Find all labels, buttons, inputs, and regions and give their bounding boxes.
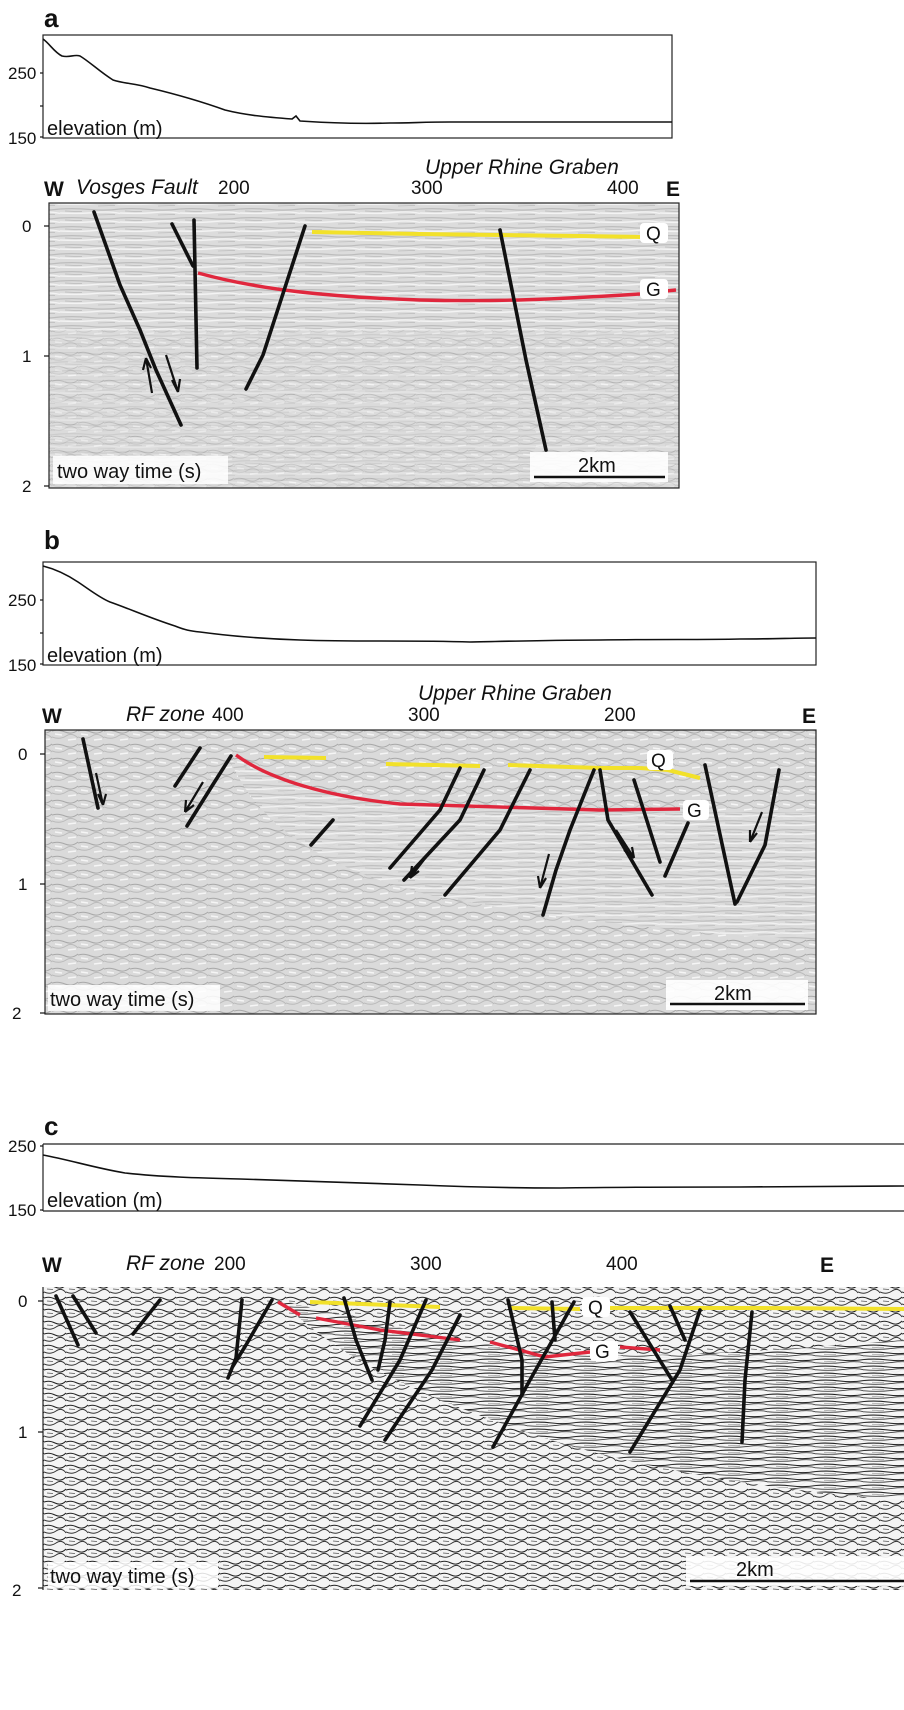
cdp-tick-label: 400 bbox=[606, 1254, 638, 1275]
elevation-frame bbox=[42, 561, 817, 666]
elevation-axis-label: elevation (m) bbox=[47, 1190, 163, 1212]
panel-a-seismic-section: Upper Rhine Graben W Vosges Fault 200 30… bbox=[22, 156, 680, 496]
cdp-tick-label: 300 bbox=[411, 178, 443, 199]
twt-tick-0: 0 bbox=[18, 745, 27, 764]
horizon-G-line bbox=[234, 753, 681, 812]
horizon-G-label: G bbox=[687, 801, 702, 822]
cdp-tick-label: 200 bbox=[214, 1254, 246, 1275]
fault-arrows bbox=[141, 354, 182, 394]
elevation-tick-150: 150 bbox=[8, 1201, 36, 1220]
scale-bar-label: 2km bbox=[736, 1559, 774, 1581]
horizon-G-line bbox=[277, 1300, 661, 1359]
horizon-Q-label: Q bbox=[588, 1298, 603, 1319]
panel-a-elevation-profile: 250 150 elevation (m) bbox=[8, 34, 673, 148]
west-label: W bbox=[44, 178, 64, 201]
elevation-tick-250: 250 bbox=[8, 591, 36, 610]
panel-b-seismic-section: Upper Rhine Graben W RF zone 400 300 200… bbox=[12, 682, 817, 1023]
fault-lines bbox=[92, 210, 548, 452]
horizon-Q-line bbox=[263, 755, 701, 780]
seismic-frame bbox=[48, 202, 680, 489]
fault-zone-label: RF zone bbox=[126, 703, 205, 726]
east-label: E bbox=[820, 1254, 834, 1277]
twt-axis-label: two way time (s) bbox=[50, 1566, 194, 1588]
elevation-tick-250: 250 bbox=[8, 1137, 36, 1156]
horizon-G-label: G bbox=[646, 280, 661, 301]
west-label: W bbox=[42, 705, 62, 728]
region-label: Upper Rhine Graben bbox=[418, 682, 612, 705]
panel-b-letter: b bbox=[44, 525, 60, 555]
elevation-frame bbox=[42, 34, 673, 139]
seismic-frame bbox=[44, 729, 817, 1015]
panel-b: b 250 150 elevation (m) Upper Rhine Grab… bbox=[8, 525, 817, 1023]
twt-tick-2: 2 bbox=[22, 477, 31, 496]
seismic-image-basin bbox=[280, 1300, 904, 1500]
elevation-tick-150: 150 bbox=[8, 129, 36, 148]
scale-bar-label: 2km bbox=[714, 983, 752, 1005]
twt-tick-0: 0 bbox=[18, 1292, 27, 1311]
twt-tick-2: 2 bbox=[12, 1004, 21, 1023]
twt-tick-1: 1 bbox=[18, 875, 27, 894]
twt-axis-label: two way time (s) bbox=[57, 461, 201, 483]
elevation-curve bbox=[42, 38, 672, 125]
horizon-Q-label: Q bbox=[646, 224, 661, 245]
cdp-tick-label: 300 bbox=[410, 1254, 442, 1275]
twt-tick-1: 1 bbox=[22, 347, 31, 366]
cdp-tick-label: 400 bbox=[607, 178, 639, 199]
twt-tick-0: 0 bbox=[22, 217, 31, 236]
elevation-axis-label: elevation (m) bbox=[47, 645, 163, 667]
twt-tick-2: 2 bbox=[12, 1581, 21, 1600]
panel-c-letter: c bbox=[44, 1111, 58, 1141]
east-label: E bbox=[802, 705, 816, 728]
east-label: E bbox=[666, 178, 680, 201]
fault-arrows bbox=[94, 772, 764, 889]
panel-c: c 250 150 elevation (m) W RF zone 200 30… bbox=[8, 1111, 904, 1600]
scale-bar-label: 2km bbox=[578, 455, 616, 477]
region-label: Upper Rhine Graben bbox=[425, 156, 619, 179]
fault-zone-label: Vosges Fault bbox=[76, 176, 199, 199]
panel-c-elevation-profile: 250 150 elevation (m) bbox=[8, 1137, 904, 1220]
panel-a: a 250 150 elevation (m) Upper Rhine Grab… bbox=[8, 3, 680, 496]
horizon-Q-label: Q bbox=[651, 751, 666, 772]
cdp-tick-label: 400 bbox=[212, 705, 244, 726]
elevation-curve bbox=[42, 565, 817, 643]
elevation-tick-250: 250 bbox=[8, 64, 36, 83]
fault-lines bbox=[54, 1294, 754, 1454]
cdp-tick-label: 200 bbox=[218, 178, 250, 199]
twt-tick-1: 1 bbox=[18, 1423, 27, 1442]
panel-a-letter: a bbox=[44, 3, 59, 33]
west-label: W bbox=[42, 1254, 62, 1277]
seismic-image-basin bbox=[230, 760, 816, 940]
horizon-G-label: G bbox=[595, 1342, 610, 1363]
elevation-curve bbox=[42, 1154, 904, 1189]
panel-c-seismic-section: W RF zone 200 300 400 E 0 1 2 bbox=[12, 1252, 904, 1600]
elevation-tick-150: 150 bbox=[8, 656, 36, 675]
cdp-tick-label: 300 bbox=[408, 705, 440, 726]
twt-axis-label: two way time (s) bbox=[50, 989, 194, 1011]
elevation-axis-label: elevation (m) bbox=[47, 118, 163, 140]
cdp-tick-label: 200 bbox=[604, 705, 636, 726]
fault-zone-label: RF zone bbox=[126, 1252, 205, 1275]
panel-b-elevation-profile: 250 150 elevation (m) bbox=[8, 561, 817, 675]
